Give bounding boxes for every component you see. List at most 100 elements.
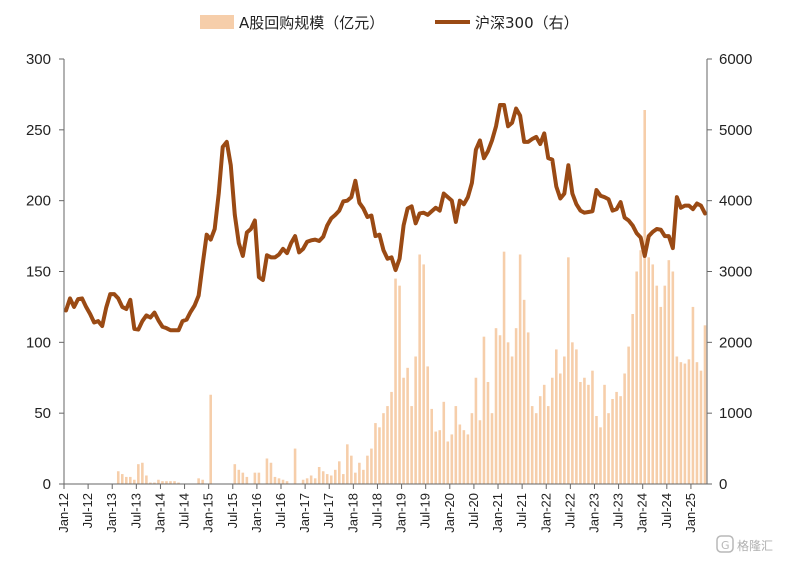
right-tick-label: 3000	[719, 264, 752, 281]
bar	[426, 366, 429, 484]
x-tick-label: Jul-15	[225, 493, 240, 528]
bar	[563, 356, 566, 484]
bar	[635, 271, 638, 484]
bar	[687, 359, 691, 484]
bar	[571, 342, 574, 484]
bar	[394, 278, 397, 484]
bar	[490, 413, 494, 484]
bar	[667, 260, 671, 484]
bar	[607, 413, 610, 484]
bar	[438, 430, 442, 484]
bar	[277, 478, 281, 484]
bar	[526, 332, 530, 484]
bar	[555, 349, 558, 484]
bar	[575, 349, 578, 484]
bar	[410, 406, 413, 484]
right-tick-label: 1000	[719, 405, 752, 422]
bar	[281, 479, 285, 484]
x-tick-label: Jul-18	[369, 493, 384, 528]
bar	[402, 377, 405, 484]
bar	[627, 346, 630, 484]
x-tick-label: Jul-21	[514, 493, 529, 528]
bar	[269, 462, 273, 484]
bar	[153, 482, 156, 484]
bar	[550, 377, 554, 484]
bar	[462, 430, 466, 484]
bar	[253, 472, 257, 484]
bar	[603, 384, 606, 484]
bar	[414, 356, 417, 484]
bar	[643, 110, 646, 484]
bar	[442, 401, 446, 484]
bar	[450, 434, 454, 484]
bar	[502, 251, 506, 484]
left-tick-label: 300	[26, 51, 51, 68]
bar	[474, 377, 478, 484]
bar	[350, 455, 353, 484]
x-tick-label: Jan-13	[104, 493, 119, 533]
bar	[583, 377, 586, 484]
legend-label-line: 沪深300（右）	[475, 14, 579, 32]
watermark-icon-glyph: G	[721, 539, 730, 552]
bar	[177, 482, 180, 484]
bar	[398, 285, 401, 484]
x-tick-label: Jan-25	[683, 493, 698, 533]
bar	[145, 475, 148, 484]
bar	[293, 448, 297, 484]
bar	[201, 479, 204, 484]
x-tick-label: Jul-17	[321, 493, 336, 528]
bar	[530, 406, 534, 484]
bar	[321, 471, 325, 484]
bar	[494, 328, 498, 484]
bar	[506, 342, 510, 484]
bar	[141, 462, 144, 484]
bar	[374, 423, 377, 484]
bar	[301, 479, 305, 484]
right-tick-label: 0	[719, 476, 727, 493]
bar	[362, 469, 365, 484]
x-tick-label: Jan-12	[56, 493, 71, 533]
bar	[659, 306, 663, 484]
bar	[651, 264, 655, 484]
x-tick-label: Jan-15	[201, 493, 216, 533]
bar	[534, 413, 538, 484]
bar	[418, 254, 421, 484]
x-tick-label: Jan-14	[152, 493, 167, 533]
bar	[382, 413, 385, 484]
bar	[466, 434, 470, 484]
legend-label-bar: A股回购规模（亿元）	[239, 14, 384, 32]
x-tick-label: Jul-22	[562, 493, 577, 528]
bar	[386, 406, 389, 484]
bar	[370, 448, 373, 484]
bar	[434, 431, 438, 484]
bar	[325, 474, 329, 484]
x-tick-label: Jan-17	[297, 493, 312, 533]
csi300-line	[64, 103, 707, 333]
bar	[542, 384, 546, 484]
bar	[446, 441, 450, 484]
bar	[683, 363, 687, 484]
bar	[671, 271, 675, 484]
bar	[647, 257, 651, 484]
bar	[346, 444, 349, 484]
bar	[587, 384, 590, 484]
x-tick-label: Jan-23	[586, 493, 601, 533]
watermark-text: 格隆汇	[737, 538, 773, 553]
bar	[406, 367, 409, 484]
bar	[358, 462, 361, 484]
bar	[655, 285, 659, 484]
left-tick-label: 150	[26, 264, 51, 281]
bar	[338, 461, 341, 484]
x-axis-ticks: Jan-12 Jul-12 Jan-13 Jul-13 Jan-14 Jul-14 Jan-…	[56, 484, 698, 533]
bar	[498, 335, 502, 484]
bar	[237, 469, 241, 484]
line-series-csi300	[64, 103, 707, 333]
bar	[233, 464, 237, 484]
x-tick-label: Jul-23	[611, 493, 626, 528]
legend: A股回购规模（亿元） 沪深300（右）	[200, 14, 579, 32]
bar	[567, 257, 570, 484]
x-tick-label: Jul-14	[177, 493, 192, 528]
chart-axes	[63, 59, 708, 485]
bar	[679, 362, 683, 484]
watermark-icon	[716, 535, 734, 553]
